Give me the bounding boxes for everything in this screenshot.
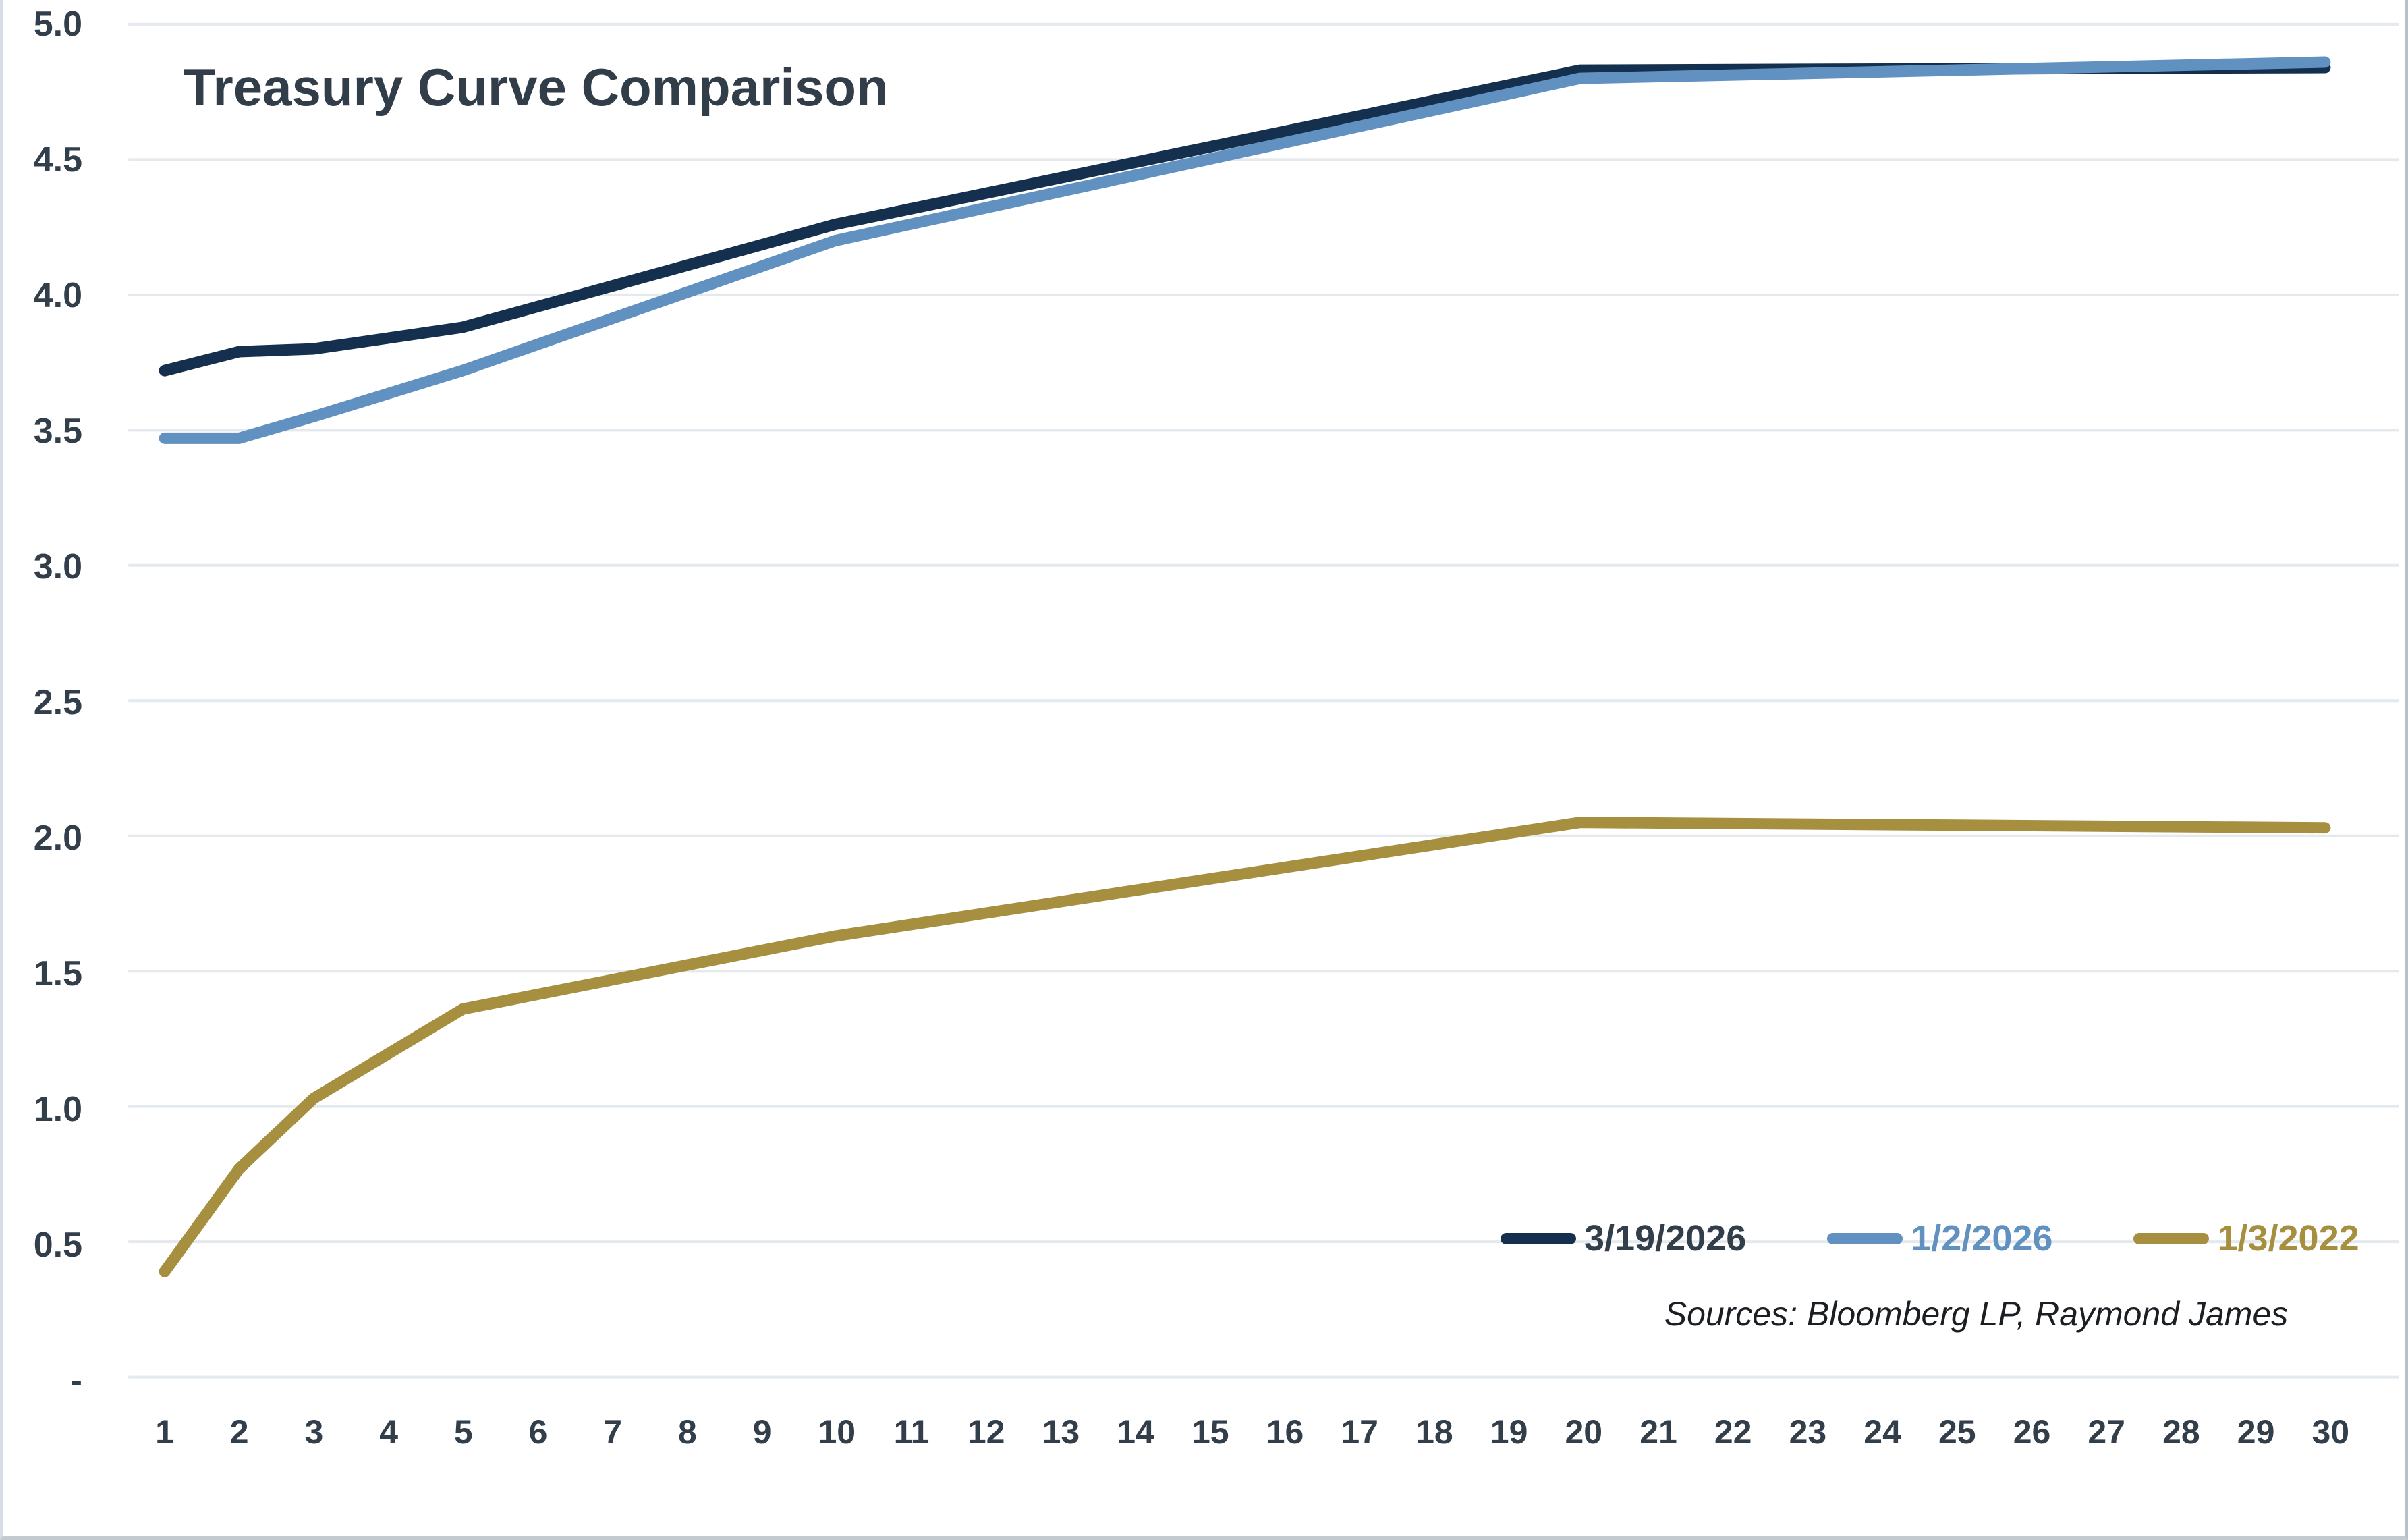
x-tick-label: 23: [1789, 1413, 1827, 1451]
x-tick-label: 2: [229, 1413, 249, 1451]
treasury-curve-chart: [128, 22, 2399, 1379]
x-tick-label: 9: [752, 1413, 772, 1451]
x-tick-label: 22: [1714, 1413, 1752, 1451]
x-tick-label: 17: [1341, 1413, 1378, 1451]
y-tick-label: 5.0: [33, 5, 82, 44]
x-tick-label: 19: [1490, 1413, 1528, 1451]
legend-item-1-2-2026: 1/2/2026: [1827, 1215, 2052, 1262]
y-tick-label: 1.0: [33, 1090, 82, 1129]
x-tick-label: 1: [155, 1413, 174, 1451]
legend-line-swatch-icon: [1501, 1232, 1576, 1244]
legend-label: 3/19/2026: [1584, 1218, 1747, 1259]
x-tick-label: 18: [1416, 1413, 1453, 1451]
x-tick-label: 28: [2162, 1413, 2200, 1451]
chart-legend: 3/19/2026 1/2/2026 1/3/2022: [1501, 1215, 2359, 1262]
x-tick-label: 26: [2013, 1413, 2051, 1451]
x-tick-label: 16: [1266, 1413, 1304, 1451]
x-tick-label: 8: [677, 1413, 697, 1451]
legend-item-3-19-2026: 3/19/2026: [1501, 1215, 1746, 1262]
y-tick-label: 3.0: [33, 547, 82, 586]
series-line-1-3-2022: [159, 817, 2331, 1277]
y-tick-label: 4.0: [33, 276, 82, 315]
y-tick-label: 4.5: [33, 140, 82, 180]
x-tick-label: 4: [379, 1413, 398, 1451]
x-tick-label: 11: [893, 1413, 930, 1451]
x-tick-label: 27: [2088, 1413, 2125, 1451]
x-tick-label: 29: [2237, 1413, 2275, 1451]
legend-label: 1/2/2026: [1911, 1218, 2053, 1259]
x-tick-label: 25: [1938, 1413, 1976, 1451]
sources-note: Sources: Bloomberg LP, Raymond James: [1664, 1295, 2289, 1333]
x-tick-label: 15: [1191, 1413, 1229, 1451]
x-tick-label: 13: [1042, 1413, 1080, 1451]
y-tick-label: 2.0: [33, 819, 82, 858]
y-tick-label: 1.5: [33, 954, 82, 993]
x-tick-label: 3: [304, 1413, 324, 1451]
series-line-3-19-2026: [159, 61, 2331, 377]
y-tick-label: -: [70, 1361, 82, 1400]
x-tick-label: 20: [1565, 1413, 1603, 1451]
legend-line-swatch-icon: [2133, 1232, 2210, 1244]
x-tick-label: 7: [603, 1413, 623, 1451]
legend-label: 1/3/2022: [2217, 1218, 2359, 1259]
legend-item-1-3-2022: 1/3/2022: [2133, 1215, 2359, 1262]
y-tick-label: 0.5: [33, 1226, 82, 1265]
x-tick-label: 14: [1117, 1413, 1154, 1451]
x-tick-label: 30: [2312, 1413, 2350, 1451]
chart-title: Treasury Curve Comparison: [184, 57, 889, 117]
legend-line-swatch-icon: [1827, 1232, 1903, 1244]
x-tick-label: 10: [818, 1413, 856, 1451]
x-tick-label: 12: [967, 1413, 1005, 1451]
y-tick-label: 2.5: [33, 683, 82, 722]
x-tick-label: 24: [1864, 1413, 1901, 1451]
y-tick-label: 3.5: [33, 412, 82, 451]
x-tick-label: 21: [1640, 1413, 1677, 1451]
series-line-1-2-2026: [159, 56, 2331, 444]
x-tick-label: 5: [453, 1413, 473, 1451]
x-tick-label: 6: [528, 1413, 548, 1451]
